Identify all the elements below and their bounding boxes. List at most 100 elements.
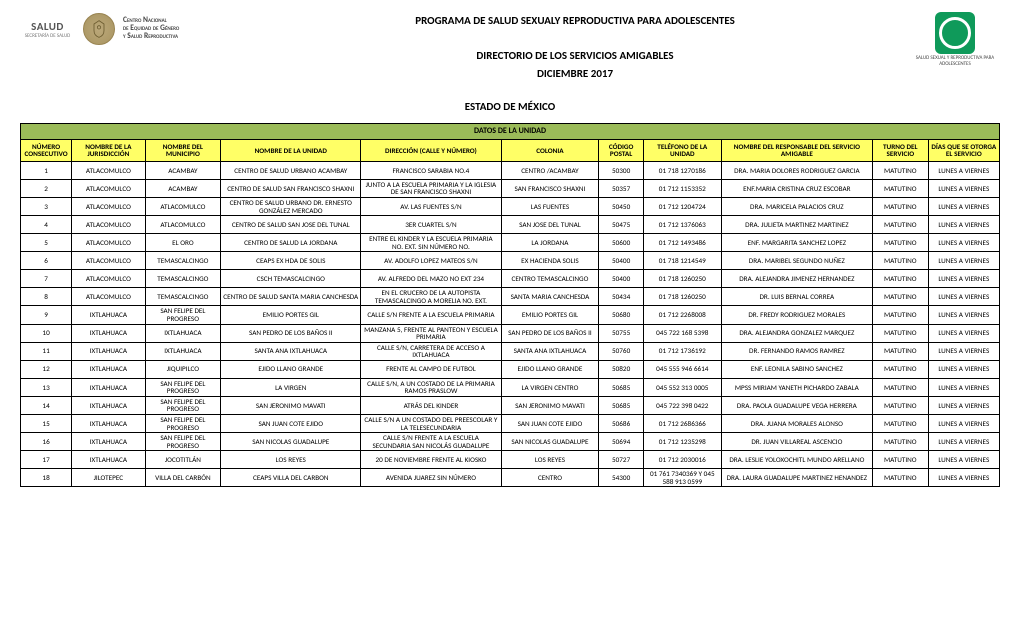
cell-r10-c4: CALLE S/N, CARRETERA DE ACCESO A IXTLAHU… [361, 342, 501, 360]
table-row: 1ATLACOMULCOACAMBAYCENTRO DE SALUD URBAN… [21, 161, 1000, 179]
cell-r16-c10: LUNES A VIERNES [928, 451, 999, 469]
cell-r14-c8: DRA. JUANA MORALES ALONSO [721, 415, 872, 433]
cell-r15-c0: 16 [21, 433, 72, 451]
cell-r3-c0: 4 [21, 216, 72, 234]
cn-line3: y Salud Reproductiva [123, 33, 179, 41]
centro-nacional-text: Centro Nacional de Equidad de Género y S… [123, 17, 179, 42]
col-header-8: NOMBRE DEL RESPONSABLE DEL SERVICIO AMIG… [721, 139, 872, 161]
cell-r9-c0: 10 [21, 324, 72, 342]
col-header-4: DIRECCIÓN (CALLE Y NÚMERO) [361, 139, 501, 161]
cell-r0-c3: CENTRO DE SALUD URBANO ACAMBAY [221, 161, 361, 179]
cell-r2-c4: AV. LAS FUENTES S/N [361, 198, 501, 216]
cell-r1-c10: LUNES A VIERNES [928, 179, 999, 197]
cell-r6-c8: DRA. ALEJANDRA JIMENEZ HERNANDEZ [721, 270, 872, 288]
cell-r4-c3: CENTRO DE SALUD LA JORDANA [221, 234, 361, 252]
table-body: 1ATLACOMULCOACAMBAYCENTRO DE SALUD URBAN… [21, 161, 1000, 487]
cell-r6-c10: LUNES A VIERNES [928, 270, 999, 288]
cell-r11-c8: ENF. LEONILA SABINO SANCHEZ [721, 360, 872, 378]
cell-r10-c2: IXTLAHUACA [145, 342, 221, 360]
cell-r12-c10: LUNES A VIERNES [928, 378, 999, 396]
table-row: 3ATLACOMULCOATLACOMULCOCENTRO DE SALUD U… [21, 198, 1000, 216]
cell-r17-c6: 54300 [599, 469, 643, 487]
cell-r4-c0: 5 [21, 234, 72, 252]
cell-r4-c9: MATUTINO [872, 234, 928, 252]
cell-r9-c1: IXTLAHUACA [72, 324, 145, 342]
col-header-0: NÚMERO CONSECUTIVO [21, 139, 72, 161]
cell-r14-c4: CALLE S/N A UN COSTADO DEL PREESCOLAR Y … [361, 415, 501, 433]
cell-r4-c2: EL ORO [145, 234, 221, 252]
table-row: 16IXTLAHUACASAN FELIPE DEL PROGRESOSAN N… [21, 433, 1000, 451]
cell-r16-c5: LOS REYES [501, 451, 599, 469]
cell-r1-c4: JUNTO A LA ESCUELA PRIMARIA Y LA IGLESIA… [361, 179, 501, 197]
cell-r10-c1: IXTLAHUACA [72, 342, 145, 360]
col-header-10: DÍAS QUE SE OTORGA EL SERVICIO [928, 139, 999, 161]
cell-r4-c8: ENF. MARGARITA SANCHEZ LOPEZ [721, 234, 872, 252]
cell-r13-c10: LUNES A VIERNES [928, 396, 999, 414]
table-section-header: DATOS DE LA UNIDAD [21, 124, 1000, 139]
cell-r2-c5: LAS FUENTES [501, 198, 599, 216]
cell-r12-c3: LA VIRGEN [221, 378, 361, 396]
cell-r0-c0: 1 [21, 161, 72, 179]
table-row: 14IXTLAHUACASAN FELIPE DEL PROGRESOSAN J… [21, 396, 1000, 414]
cell-r15-c1: IXTLAHUACA [72, 433, 145, 451]
cell-r2-c1: ATLACOMULCO [72, 198, 145, 216]
logo-salud-top: SALUD [31, 20, 64, 33]
cell-r11-c3: EJIDO LLANO GRANDE [221, 360, 361, 378]
cell-r9-c9: MATUTINO [872, 324, 928, 342]
title-line1: PROGRAMA DE SALUD SEXUALY REPRODUCTIVA P… [240, 12, 910, 30]
seal-icon [83, 13, 115, 45]
cell-r5-c8: DRA. MARIBEL SEGUNDO NUÑEZ [721, 252, 872, 270]
cell-r3-c10: LUNES A VIERNES [928, 216, 999, 234]
cell-r11-c2: JIQUIPILCO [145, 360, 221, 378]
cell-r5-c6: 50400 [599, 252, 643, 270]
cell-r8-c4: CALLE S/N FRENTE A LA ESCUELA PRIMARIA [361, 306, 501, 324]
cell-r5-c4: AV. ADOLFO LOPEZ MATEOS S/N [361, 252, 501, 270]
cell-r17-c9: MATUTINO [872, 469, 928, 487]
cell-r2-c7: 01 712 1204724 [643, 198, 721, 216]
table-row: 4ATLACOMULCOATLACOMULCOCENTRO DE SALUD S… [21, 216, 1000, 234]
cell-r15-c10: LUNES A VIERNES [928, 433, 999, 451]
cell-r12-c6: 50685 [599, 378, 643, 396]
cell-r1-c7: 01 712 1153352 [643, 179, 721, 197]
table-row: 5ATLACOMULCOEL OROCENTRO DE SALUD LA JOR… [21, 234, 1000, 252]
table-row: 17IXTLAHUACAJOCOTITLÁNLOS REYES20 DE NOV… [21, 451, 1000, 469]
cell-r16-c0: 17 [21, 451, 72, 469]
cell-r17-c4: AVENIDA JUAREZ SIN NÚMERO [361, 469, 501, 487]
cell-r1-c2: ACAMBAY [145, 179, 221, 197]
cell-r16-c8: DRA. LESLIE YOLOXOCHITL MUNDO ARELLANO [721, 451, 872, 469]
cell-r0-c1: ATLACOMULCO [72, 161, 145, 179]
cell-r17-c8: DRA. LAURA GUADALUPE MARTINEZ HENANDEZ [721, 469, 872, 487]
cell-r12-c9: MATUTINO [872, 378, 928, 396]
cell-r17-c0: 18 [21, 469, 72, 487]
cell-r16-c6: 50727 [599, 451, 643, 469]
cell-r12-c1: IXTLAHUACA [72, 378, 145, 396]
table-row: 6ATLACOMULCOTEMASCALCINGOCEAPS EX HDA DE… [21, 252, 1000, 270]
cell-r14-c5: SAN JUAN COTE EJIDO [501, 415, 599, 433]
estado-title: ESTADO DE MÉXICO [20, 100, 1000, 113]
cell-r13-c6: 50685 [599, 396, 643, 414]
cell-r2-c0: 3 [21, 198, 72, 216]
cell-r0-c10: LUNES A VIERNES [928, 161, 999, 179]
cell-r16-c2: JOCOTITLÁN [145, 451, 221, 469]
cell-r13-c1: IXTLAHUACA [72, 396, 145, 414]
cell-r4-c7: 01 712 1493486 [643, 234, 721, 252]
cell-r13-c8: DRA. PAOLA GUADALUPE VEGA HERRERA [721, 396, 872, 414]
cell-r9-c2: IXTLAHUACA [145, 324, 221, 342]
cell-r16-c9: MATUTINO [872, 451, 928, 469]
cell-r7-c1: ATLACOMULCO [72, 288, 145, 306]
cell-r9-c3: SAN PEDRO DE LOS BAÑOS II [221, 324, 361, 342]
cell-r4-c4: ENTRE EL KINDER Y LA ESCUELA PRIMARIA NO… [361, 234, 501, 252]
cell-r7-c8: DR. LUIS BERNAL CORREA [721, 288, 872, 306]
cell-r5-c2: TEMASCALCINGO [145, 252, 221, 270]
cell-r3-c3: CENTRO DE SALUD SAN JOSE DEL TUNAL [221, 216, 361, 234]
cell-r2-c8: DRA. MARICELA PALACIOS CRUZ [721, 198, 872, 216]
cell-r4-c1: ATLACOMULCO [72, 234, 145, 252]
cell-r13-c2: SAN FELIPE DEL PROGRESO [145, 396, 221, 414]
cell-r11-c4: FRENTE AL CAMPO DE FUTBOL [361, 360, 501, 378]
cell-r2-c9: MATUTINO [872, 198, 928, 216]
cell-r1-c1: ATLACOMULCO [72, 179, 145, 197]
cell-r5-c0: 6 [21, 252, 72, 270]
cell-r16-c4: 20 DE NOVIEMBRE FRENTE AL KIOSKO [361, 451, 501, 469]
cell-r6-c0: 7 [21, 270, 72, 288]
cell-r9-c8: DRA. ALEJANDRA GONZALEZ MARQUEZ [721, 324, 872, 342]
